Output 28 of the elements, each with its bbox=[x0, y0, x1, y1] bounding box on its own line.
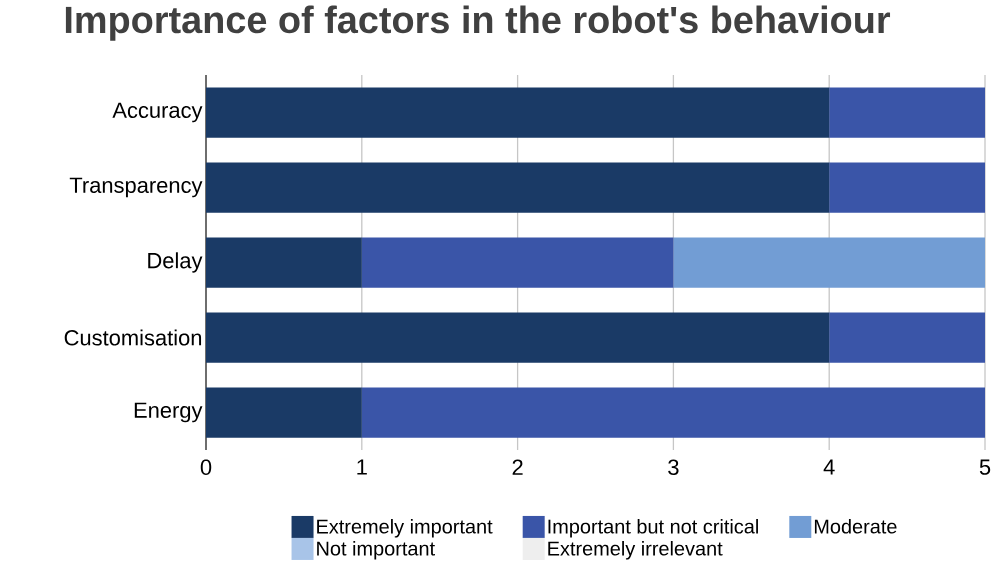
bar bbox=[206, 312, 830, 363]
x-tick-label: 0 bbox=[200, 459, 212, 476]
y-tick-label: Transparency bbox=[69, 177, 203, 198]
legend-label: Extremely irrelevant bbox=[548, 540, 723, 560]
x-tick-label: 1 bbox=[357, 459, 367, 475]
y-tick-label: Delay bbox=[148, 252, 203, 273]
bar bbox=[829, 312, 985, 363]
x-tick-label: 2 bbox=[512, 459, 523, 475]
bar bbox=[206, 387, 362, 438]
x-tick-label: 4 bbox=[823, 459, 835, 475]
bar bbox=[361, 237, 674, 288]
bar bbox=[829, 162, 985, 213]
legend-label: Not important bbox=[317, 540, 435, 560]
chart-title: Importance of factors in the robot's behaviour bbox=[65, 5, 891, 41]
legend-label: Important but not critical bbox=[548, 518, 758, 538]
x-tick-label: 3 bbox=[668, 459, 679, 476]
bar bbox=[829, 87, 985, 138]
legend-label: Moderate bbox=[814, 518, 897, 534]
y-tick-label: Accuracy bbox=[112, 102, 203, 123]
bar bbox=[206, 87, 830, 138]
bar bbox=[206, 237, 362, 288]
x-tick-label: 5 bbox=[979, 459, 991, 475]
legend-label: Extremely important bbox=[317, 518, 493, 538]
y-tick-label: Customisation bbox=[64, 329, 202, 346]
bar bbox=[673, 237, 985, 288]
bar bbox=[361, 387, 985, 438]
bar bbox=[206, 162, 830, 213]
y-tick-label: Energy bbox=[134, 402, 203, 423]
